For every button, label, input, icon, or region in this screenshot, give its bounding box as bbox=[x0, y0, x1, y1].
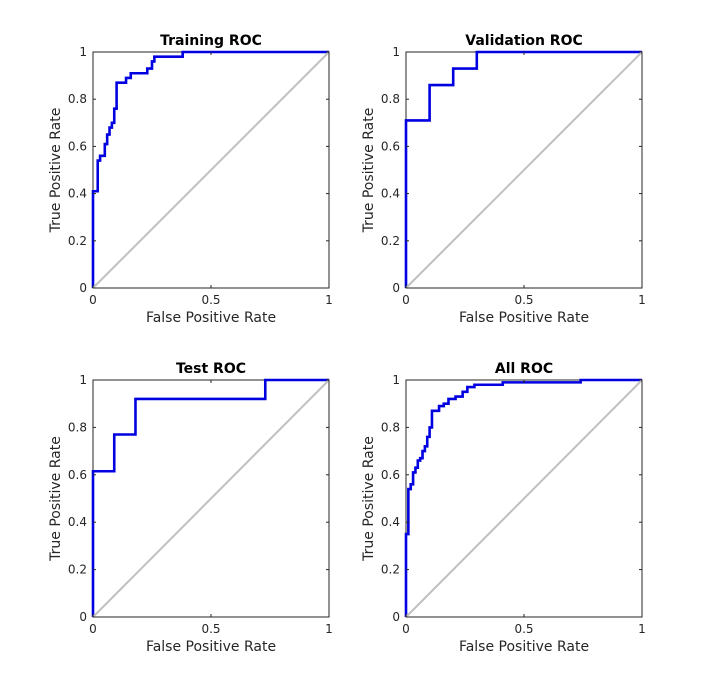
x-tick-label: 0 bbox=[402, 293, 410, 307]
y-tick-label: 0.4 bbox=[68, 515, 87, 529]
y-tick-label: 0 bbox=[392, 281, 400, 295]
roc-panel: 0 0.5 1 0 0.2 0.4 0.6 0.8 1 Training ROC False Pos… bbox=[48, 33, 333, 326]
roc-panel: 0 0.5 1 0 0.2 0.4 0.6 0.8 1 Validation ROC False P… bbox=[361, 33, 646, 326]
chance-diagonal-line bbox=[92, 379, 330, 618]
y-tick-label: 0.2 bbox=[68, 563, 87, 577]
x-tick-label: 0 bbox=[89, 293, 97, 307]
chance-diagonal-line bbox=[92, 51, 330, 289]
chart-title: All ROC bbox=[495, 361, 553, 377]
x-tick-label: 1 bbox=[638, 293, 646, 307]
y-axis-label: True Positive Rate bbox=[361, 108, 377, 234]
x-tick-label: 0.5 bbox=[201, 622, 220, 636]
chance-diagonal-line bbox=[405, 51, 643, 289]
y-tick-label: 0.8 bbox=[381, 92, 400, 106]
x-tick-label: 0.5 bbox=[514, 293, 533, 307]
y-tick-label: 1 bbox=[392, 373, 400, 387]
y-tick-label: 0.4 bbox=[381, 515, 400, 529]
roc-curve-line bbox=[91, 50, 329, 288]
y-tick-label: 1 bbox=[392, 45, 400, 59]
y-tick-label: 0.4 bbox=[381, 187, 400, 201]
y-tick-label: 1 bbox=[79, 45, 87, 59]
x-axis-label: False Positive Rate bbox=[146, 310, 276, 326]
x-tick-label: 1 bbox=[638, 622, 646, 636]
y-tick-label: 0.2 bbox=[381, 234, 400, 248]
y-tick-label: 0.2 bbox=[68, 234, 87, 248]
y-tick-label: 0 bbox=[79, 281, 87, 295]
y-axis-label: True Positive Rate bbox=[48, 108, 64, 234]
x-tick-label: 1 bbox=[325, 293, 333, 307]
y-tick-label: 0.4 bbox=[68, 187, 87, 201]
y-tick-label: 0 bbox=[392, 610, 400, 624]
x-axis-label: False Positive Rate bbox=[146, 639, 276, 655]
y-tick-label: 0.8 bbox=[68, 420, 87, 434]
x-axis-label: False Positive Rate bbox=[459, 310, 589, 326]
y-axis-label: True Positive Rate bbox=[48, 436, 64, 562]
y-tick-label: 0.6 bbox=[381, 468, 400, 482]
roc-curve-line bbox=[404, 50, 642, 288]
y-tick-label: 0.6 bbox=[68, 468, 87, 482]
x-tick-label: 0.5 bbox=[201, 293, 220, 307]
y-tick-label: 0.2 bbox=[381, 563, 400, 577]
x-tick-label: 0 bbox=[402, 622, 410, 636]
chart-title: Training ROC bbox=[160, 33, 262, 49]
roc-curve-line bbox=[404, 378, 642, 617]
x-tick-label: 0 bbox=[89, 622, 97, 636]
y-tick-label: 0.6 bbox=[381, 139, 400, 153]
chance-diagonal-line bbox=[405, 379, 643, 618]
y-tick-label: 1 bbox=[79, 373, 87, 387]
y-tick-label: 0.6 bbox=[68, 139, 87, 153]
y-tick-label: 0 bbox=[79, 610, 87, 624]
x-tick-label: 1 bbox=[325, 622, 333, 636]
y-tick-label: 0.8 bbox=[68, 92, 87, 106]
y-tick-label: 0.8 bbox=[381, 420, 400, 434]
x-axis-label: False Positive Rate bbox=[459, 639, 589, 655]
roc-curve-line bbox=[91, 378, 329, 617]
roc-panel: 0 0.5 1 0 0.2 0.4 0.6 0.8 1 All ROC False Positive… bbox=[361, 361, 646, 655]
y-axis-label: True Positive Rate bbox=[361, 436, 377, 562]
chart-title: Test ROC bbox=[176, 361, 246, 377]
roc-panel: 0 0.5 1 0 0.2 0.4 0.6 0.8 1 Test ROC False Positiv… bbox=[48, 361, 333, 655]
chart-title: Validation ROC bbox=[465, 33, 583, 49]
x-tick-label: 0.5 bbox=[514, 622, 533, 636]
